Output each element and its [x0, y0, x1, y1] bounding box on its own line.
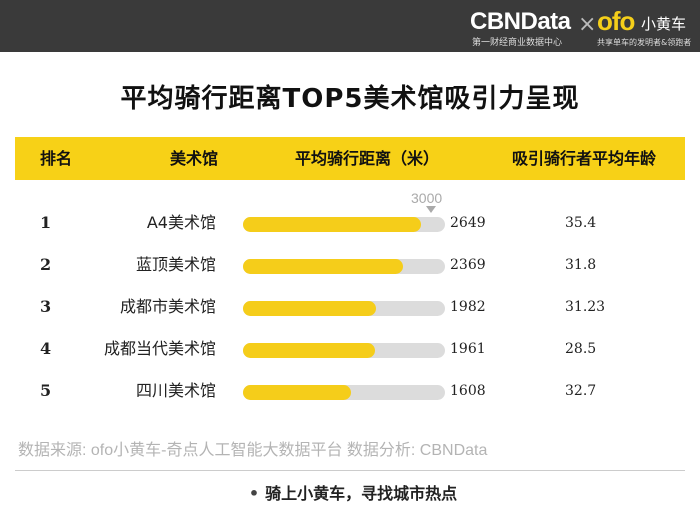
distance-value-label: 2649: [450, 215, 486, 231]
brand-subtitle: 第一财经商业数据中心: [472, 38, 563, 48]
data-source: 数据来源: ofo小黄车-奇点人工智能大数据平台 数据分析: CBNData: [18, 442, 488, 459]
distance-value-label: 2369: [450, 257, 486, 273]
museum-label: A4美术馆: [146, 213, 216, 232]
header-distance: 平均骑行距离（米）: [295, 149, 440, 168]
rank-label: 5: [40, 381, 52, 400]
age-value-label: 32.7: [565, 383, 597, 399]
distance-bar: [243, 343, 375, 358]
bar-track: [243, 385, 445, 400]
max-scale-label: 3000: [411, 190, 443, 206]
distance-bar: [243, 259, 403, 274]
table-header: 排名 美术馆 平均骑行距离（米） 吸引骑行者平均年龄: [15, 137, 685, 180]
museum-label: 成都当代美术馆: [103, 339, 216, 358]
footer-divider: [15, 470, 685, 471]
rank-label: 4: [40, 339, 52, 358]
ofo-wordmark: ofo: [597, 6, 635, 36]
age-value-label: 31.23: [565, 299, 606, 315]
distance-value-label: 1982: [450, 299, 486, 315]
bar-track: [243, 217, 445, 232]
cbndata-logo: CBNData 第一财经商业数据中心: [470, 6, 580, 48]
max-scale-marker: [426, 206, 436, 213]
brand-separator: ×: [578, 12, 597, 37]
distance-value-label: 1608: [450, 383, 486, 399]
table-row: 5 四川美术馆 1608 32.7: [0, 376, 700, 406]
ofo-slogan: 共享单车的发明者&领跑者: [597, 38, 692, 47]
bar-track: [243, 301, 445, 316]
distance-bar: [243, 385, 351, 400]
age-value-label: 31.8: [565, 257, 597, 273]
header-age: 吸引骑行者平均年龄: [512, 149, 657, 168]
brand-title: CBNData: [470, 8, 571, 35]
distance-bar: [243, 217, 421, 232]
header-museum: 美术馆: [170, 149, 219, 168]
museum-label: 蓝顶美术馆: [135, 255, 216, 274]
footer-slogan-row: • 骑上小黄车，寻找城市热点: [0, 480, 700, 504]
age-value-label: 35.4: [565, 215, 597, 231]
footer-slogan: 骑上小黄车，寻找城市热点: [265, 484, 458, 503]
rank-label: 3: [40, 297, 52, 316]
header-rank: 排名: [40, 149, 73, 168]
ofo-name: 小黄车: [641, 15, 687, 33]
distance-bar: [243, 301, 376, 316]
chart-title: 平均骑行距离TOP5美术馆吸引力呈现: [120, 84, 580, 114]
museum-label: 成都市美术馆: [119, 297, 216, 316]
table-row: 3 成都市美术馆 1982 31.23: [0, 292, 700, 322]
bar-track: [243, 259, 445, 274]
table-row: 1 A4美术馆 2649 35.4: [0, 208, 700, 238]
top-banner: CBNData 第一财经商业数据中心 × ofo 小黄车 共享单车的发明者&领跑…: [0, 0, 700, 52]
museum-label: 四川美术馆: [135, 381, 216, 400]
age-value-label: 28.5: [565, 341, 597, 357]
table-row: 2 蓝顶美术馆 2369 31.8: [0, 250, 700, 280]
distance-value-label: 1961: [450, 341, 486, 357]
bar-track: [243, 343, 445, 358]
rank-label: 2: [40, 255, 52, 274]
ofo-logo: ofo 小黄车 共享单车的发明者&领跑者: [597, 6, 697, 48]
rank-label: 1: [40, 213, 52, 232]
table-row: 4 成都当代美术馆 1961 28.5: [0, 334, 700, 364]
footer-bullet: •: [248, 484, 260, 503]
